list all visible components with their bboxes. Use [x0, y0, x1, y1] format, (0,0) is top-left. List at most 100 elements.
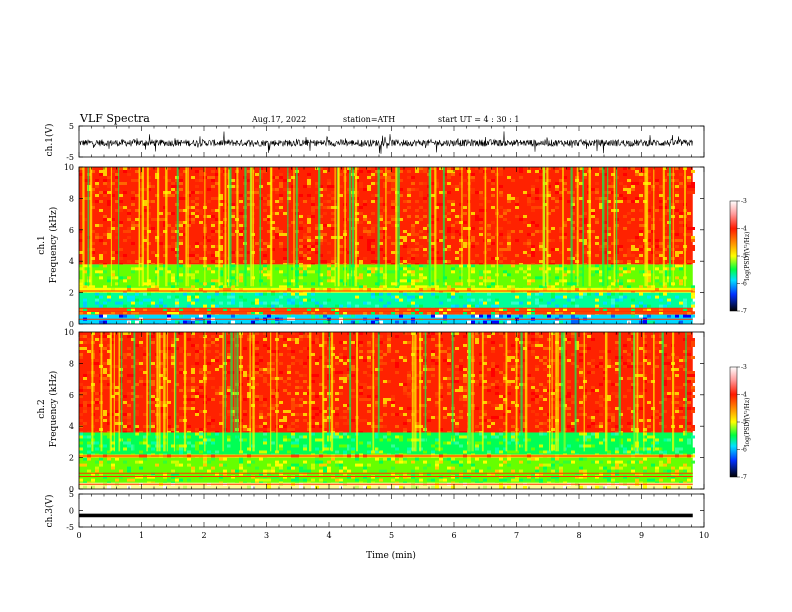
spectrogram-cell	[299, 290, 303, 293]
spectrogram-cell	[319, 469, 323, 473]
spectrogram-cell	[539, 481, 543, 483]
spectrogram-cell	[359, 441, 363, 445]
spectrogram-cell	[491, 179, 495, 182]
spectrogram-cell	[679, 301, 683, 305]
spectrogram-cell	[479, 221, 483, 224]
spectrogram-cell	[87, 236, 91, 239]
spectrogram-cell	[259, 185, 263, 188]
spectrogram-cell	[663, 469, 667, 473]
spectrogram-cell	[363, 301, 367, 305]
spectrogram-cell	[579, 179, 583, 182]
spectrogram-cell	[387, 170, 391, 173]
spectrogram-cell	[151, 200, 155, 203]
spectrogram-cell	[443, 292, 447, 296]
spectrogram-cell	[599, 206, 603, 209]
spectrogram-cell	[563, 176, 567, 179]
spectrogram-cell	[279, 233, 283, 236]
spectrogram-cell	[87, 276, 91, 280]
spectrogram-cell	[171, 188, 175, 191]
spectrogram-cell	[283, 273, 287, 277]
spectrogram-cell	[619, 441, 623, 445]
spectrogram-cell	[127, 353, 131, 356]
spectrogram-cell	[299, 251, 303, 254]
spectrogram-cell	[507, 273, 511, 277]
spectrogram-cell	[175, 311, 179, 315]
spectrogram-cell	[239, 463, 243, 467]
spectrogram-cell	[563, 251, 567, 254]
spectrogram-cell	[379, 200, 383, 203]
spectrogram-cell	[119, 173, 123, 176]
spectrogram-cell	[663, 282, 667, 286]
spectrogram-cell	[247, 472, 251, 476]
spectrogram-cell	[335, 472, 339, 476]
spectrogram-cell	[367, 273, 371, 277]
spectrogram-cell	[287, 438, 291, 442]
spectrogram-cell	[131, 447, 135, 451]
spectrogram-cell	[615, 450, 619, 454]
spectrogram-cell	[151, 341, 155, 344]
spectrogram-cell	[443, 264, 447, 268]
spectrogram-cell	[431, 444, 435, 448]
spectrogram-cell	[87, 450, 91, 454]
spectrogram-cell	[579, 197, 583, 200]
spectrogram-cell	[439, 290, 443, 293]
spectrogram-cell	[103, 457, 107, 461]
spectrogram-cell	[295, 438, 299, 442]
spectrogram-cell	[663, 224, 667, 227]
spectrogram-cell	[635, 200, 639, 203]
spectrogram-cell	[279, 447, 283, 451]
spectrogram-cell	[87, 254, 91, 257]
spectrogram-cell	[87, 311, 91, 315]
spectrogram-cell	[347, 167, 351, 170]
spectrogram-cell	[591, 267, 595, 271]
1-ytick-label: 4	[69, 257, 74, 266]
spectrogram-cell	[95, 182, 99, 185]
spectrogram-cell	[419, 279, 423, 283]
spectrogram-cell	[383, 279, 387, 283]
spectrogram-cell	[435, 460, 439, 464]
spectrogram-cell	[675, 485, 679, 489]
spectrogram-cell	[615, 469, 619, 473]
spectrogram-cell	[527, 469, 531, 473]
spectrogram-cell	[155, 267, 159, 271]
spectrogram-cell	[647, 170, 651, 173]
spectrogram-cell	[87, 338, 91, 341]
spectrogram-cell	[91, 481, 95, 483]
spectrogram-cell	[647, 441, 651, 445]
spectrogram-streak	[259, 167, 261, 287]
spectrogram-cell	[375, 185, 379, 188]
spectrogram-cell	[527, 264, 531, 268]
spectrogram-cell	[231, 270, 235, 274]
spectrogram-cell	[387, 221, 391, 224]
spectrogram-cell	[599, 438, 603, 442]
spectrogram-cell	[199, 475, 203, 479]
spectrogram-cell	[219, 481, 223, 483]
spectrogram-cell	[215, 432, 219, 436]
spectrogram-cell	[463, 435, 467, 439]
spectrogram-cell	[387, 314, 391, 318]
spectrogram-cell	[299, 239, 303, 242]
spectrogram-cell	[627, 270, 631, 274]
spectrogram-cell	[103, 233, 107, 236]
spectrogram-cell	[323, 466, 327, 470]
spectrogram-cell	[407, 447, 411, 451]
spectrogram-cell	[271, 290, 275, 293]
spectrogram-cell	[135, 485, 139, 489]
spectrogram-cell	[499, 469, 503, 473]
spectrogram-cell	[519, 230, 523, 233]
spectrogram-cell	[679, 466, 683, 470]
spectrogram-cell	[531, 209, 535, 212]
spectrogram-cell	[307, 230, 311, 233]
spectrogram-cell	[551, 466, 555, 470]
spectrogram-cell	[363, 475, 367, 479]
spectrogram-cell	[507, 173, 511, 176]
spectrogram-cell	[487, 200, 491, 203]
spectrogram-cell	[587, 301, 591, 305]
spectrogram-cell	[259, 254, 263, 257]
spectrogram-cell	[231, 215, 235, 218]
spectrogram-cell	[91, 170, 95, 173]
spectrogram-cell	[331, 191, 335, 194]
spectrogram-cell	[319, 311, 323, 315]
spectrogram-cell	[247, 170, 251, 173]
spectrogram-cell	[375, 224, 379, 227]
